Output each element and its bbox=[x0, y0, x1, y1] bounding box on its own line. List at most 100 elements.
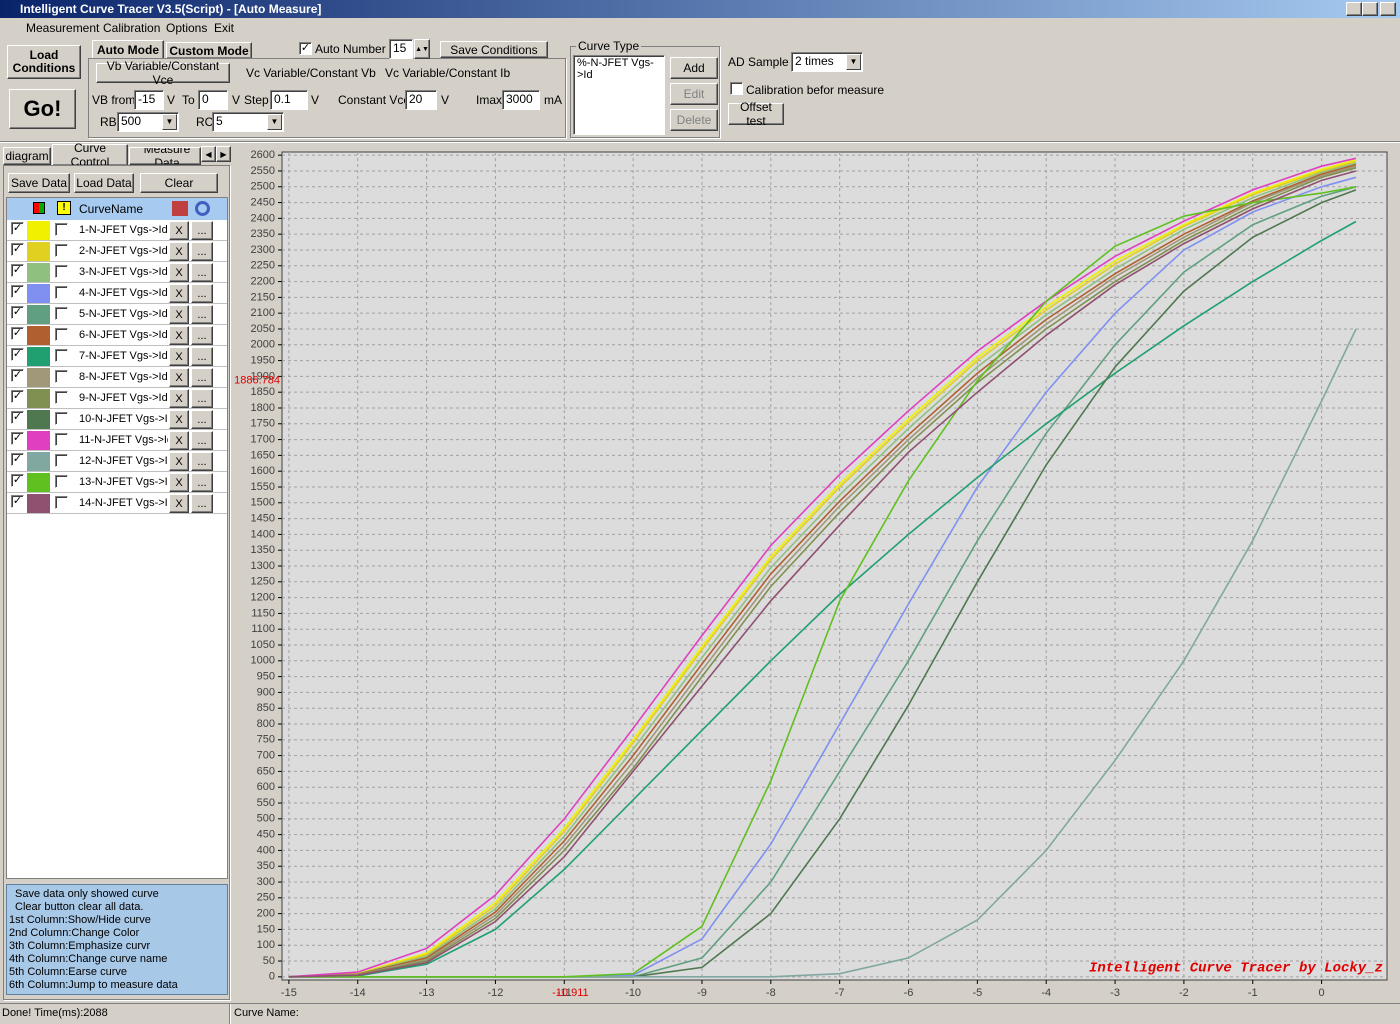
add-button[interactable]: Add bbox=[670, 57, 718, 79]
jump-button[interactable]: ... bbox=[191, 242, 213, 261]
curve-name[interactable]: 4-N-JFET Vgs->Id bbox=[79, 287, 168, 299]
emphasize-checkbox[interactable] bbox=[55, 391, 68, 404]
color-swatch[interactable] bbox=[27, 368, 50, 387]
curve-name[interactable]: 10-N-JFET Vgs->Id bbox=[79, 413, 168, 425]
step-input[interactable]: 0.1 bbox=[270, 90, 308, 110]
curve-name[interactable]: 14-N-JFET Vgs->Id bbox=[79, 497, 168, 509]
curve-name[interactable]: 8-N-JFET Vgs->Id bbox=[79, 371, 168, 383]
emphasize-checkbox[interactable] bbox=[55, 475, 68, 488]
menu-item[interactable]: Measurement bbox=[26, 21, 100, 35]
vb-from-input[interactable]: -15 bbox=[134, 90, 164, 110]
menu-item[interactable]: Calibration bbox=[103, 21, 161, 35]
vce-input[interactable]: 20 bbox=[405, 90, 437, 110]
jump-button[interactable]: ... bbox=[191, 263, 213, 282]
load-conditions-button[interactable]: Load Conditions bbox=[7, 45, 81, 79]
ad-sample-select[interactable]: 2 times ▼ bbox=[791, 52, 863, 72]
show-checkbox[interactable]: ✓ bbox=[11, 432, 24, 445]
emphasize-checkbox[interactable] bbox=[55, 328, 68, 341]
color-swatch[interactable] bbox=[27, 284, 50, 303]
erase-button[interactable]: X bbox=[169, 263, 189, 282]
jump-button[interactable]: ... bbox=[191, 410, 213, 429]
imax-input[interactable]: 3000 bbox=[502, 90, 540, 110]
color-swatch[interactable] bbox=[27, 221, 50, 240]
erase-button[interactable]: X bbox=[169, 221, 189, 240]
show-checkbox[interactable]: ✓ bbox=[11, 285, 24, 298]
scroll-left[interactable]: ◀ bbox=[201, 146, 216, 162]
emphasize-checkbox[interactable] bbox=[55, 286, 68, 299]
erase-button[interactable]: X bbox=[169, 242, 189, 261]
curve-name[interactable]: 13-N-JFET Vgs->Id bbox=[79, 476, 168, 488]
offset-test-button[interactable]: Offset test bbox=[728, 100, 784, 128]
jump-button[interactable]: ... bbox=[191, 473, 213, 492]
rb-select[interactable]: 500 ▼ bbox=[117, 112, 179, 132]
erase-button[interactable]: X bbox=[169, 452, 189, 471]
color-swatch[interactable] bbox=[27, 389, 50, 408]
color-swatch[interactable] bbox=[27, 263, 50, 282]
curve-name[interactable]: 3-N-JFET Vgs->Id bbox=[79, 266, 168, 278]
emphasize-checkbox[interactable] bbox=[55, 244, 68, 257]
show-checkbox[interactable]: ✓ bbox=[11, 348, 24, 361]
color-swatch[interactable] bbox=[27, 452, 50, 471]
to-input[interactable]: 0 bbox=[198, 90, 228, 110]
curve-name[interactable]: 1-N-JFET Vgs->Id bbox=[79, 224, 168, 236]
jump-button[interactable]: ... bbox=[191, 431, 213, 450]
curve-name[interactable]: 6-N-JFET Vgs->Id bbox=[79, 329, 168, 341]
erase-button[interactable]: X bbox=[169, 326, 189, 345]
jump-button[interactable]: ... bbox=[191, 326, 213, 345]
show-checkbox[interactable]: ✓ bbox=[11, 453, 24, 466]
auto-number-input[interactable]: 15 bbox=[389, 39, 413, 59]
erase-button[interactable]: X bbox=[169, 305, 189, 324]
emphasize-checkbox[interactable] bbox=[55, 349, 68, 362]
dropdown-arrow[interactable]: ▼ bbox=[846, 54, 861, 70]
jump-button[interactable]: ... bbox=[191, 221, 213, 240]
go-button[interactable]: Go! bbox=[9, 89, 76, 129]
show-checkbox[interactable]: ✓ bbox=[11, 369, 24, 382]
save-conditions-button[interactable]: Save Conditions bbox=[440, 41, 548, 58]
clear-button[interactable]: Clear bbox=[140, 173, 218, 193]
emphasize-checkbox[interactable] bbox=[55, 265, 68, 278]
scroll-right[interactable]: ▶ bbox=[216, 146, 231, 162]
sweep-tab[interactable]: Vb Variable/Constant Vce bbox=[96, 59, 230, 87]
close-button[interactable] bbox=[1380, 2, 1396, 16]
jump-button[interactable]: ... bbox=[191, 452, 213, 471]
erase-button[interactable]: X bbox=[169, 473, 189, 492]
emphasize-checkbox[interactable] bbox=[55, 433, 68, 446]
spinner[interactable]: ▲▼ bbox=[414, 39, 430, 59]
dropdown-arrow[interactable]: ▼ bbox=[162, 114, 177, 130]
erase-button[interactable]: X bbox=[169, 284, 189, 303]
delete-button[interactable]: Delete bbox=[670, 109, 718, 131]
show-checkbox[interactable]: ✓ bbox=[11, 222, 24, 235]
panel-tab[interactable]: Measure Data bbox=[129, 147, 201, 165]
mode-tab[interactable]: Custom Mode bbox=[166, 42, 252, 59]
menu-item[interactable]: Options bbox=[166, 21, 208, 35]
erase-button[interactable]: X bbox=[169, 410, 189, 429]
show-checkbox[interactable]: ✓ bbox=[11, 495, 24, 508]
show-checkbox[interactable]: ✓ bbox=[11, 264, 24, 277]
calibration-checkbox[interactable] bbox=[730, 82, 743, 95]
minimize-button[interactable] bbox=[1346, 2, 1362, 16]
color-swatch[interactable] bbox=[27, 410, 50, 429]
auto-number-checkbox[interactable]: ✓ bbox=[299, 42, 312, 55]
curve-name[interactable]: 7-N-JFET Vgs->Id bbox=[79, 350, 168, 362]
panel-tab[interactable]: Curve Control bbox=[52, 141, 128, 169]
curve-name[interactable]: 2-N-JFET Vgs->Id bbox=[79, 245, 168, 257]
erase-button[interactable]: X bbox=[169, 494, 189, 513]
curve-type-list[interactable]: %-N-JFET Vgs->Id bbox=[573, 55, 665, 135]
show-checkbox[interactable]: ✓ bbox=[11, 327, 24, 340]
color-swatch[interactable] bbox=[27, 326, 50, 345]
color-swatch[interactable] bbox=[27, 242, 50, 261]
mode-tab[interactable]: Auto Mode bbox=[92, 40, 164, 59]
color-swatch[interactable] bbox=[27, 431, 50, 450]
curve-name[interactable]: 11-N-JFET Vgs->Id bbox=[79, 434, 168, 446]
curve-name[interactable]: 12-N-JFET Vgs->Id bbox=[79, 455, 168, 467]
erase-button[interactable]: X bbox=[169, 431, 189, 450]
show-checkbox[interactable]: ✓ bbox=[11, 411, 24, 424]
save-data-button[interactable]: Save Data bbox=[8, 173, 70, 193]
dropdown-arrow[interactable]: ▼ bbox=[267, 114, 282, 130]
color-swatch[interactable] bbox=[27, 347, 50, 366]
erase-button[interactable]: X bbox=[169, 347, 189, 366]
show-checkbox[interactable]: ✓ bbox=[11, 243, 24, 256]
color-swatch[interactable] bbox=[27, 494, 50, 513]
emphasize-checkbox[interactable] bbox=[55, 412, 68, 425]
menu-item[interactable]: Exit bbox=[214, 21, 235, 35]
